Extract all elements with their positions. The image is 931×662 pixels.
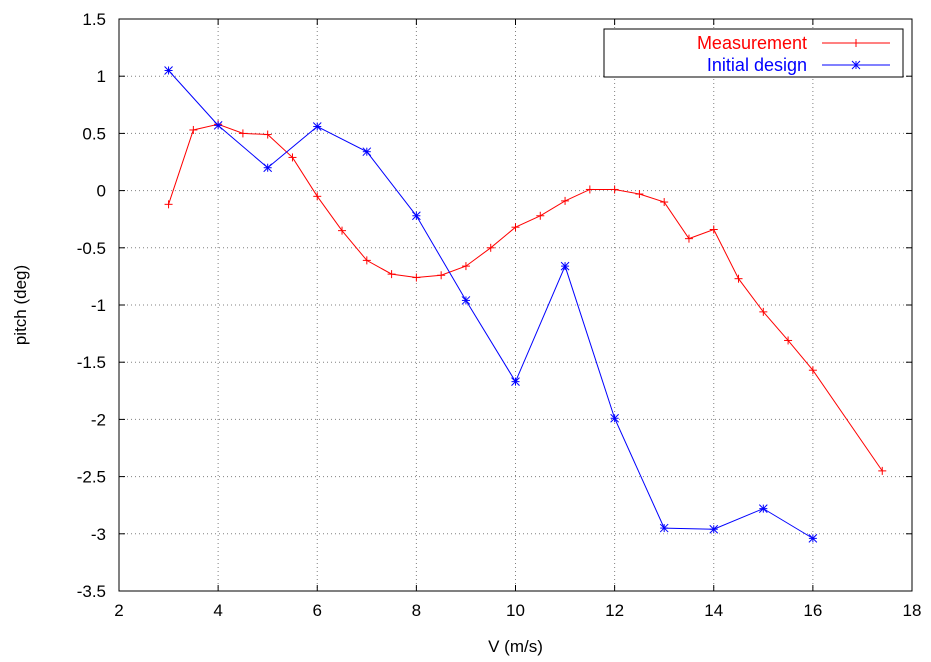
data-point [461,262,470,271]
series-measurement [164,120,887,475]
x-tick-label: 6 [313,601,322,620]
data-point [585,185,594,194]
data-point [610,185,619,194]
data-point [852,39,860,47]
series-line [168,70,814,539]
data-point [784,336,793,345]
legend-label: Initial design [707,55,807,75]
data-point [437,271,446,280]
x-tick-label: 14 [704,601,723,620]
series-group [164,66,887,543]
data-point [635,190,644,199]
data-point [759,307,768,316]
data-point [387,270,396,279]
data-point [511,377,520,387]
y-tick-label: -2 [91,410,106,429]
data-point [709,524,719,534]
y-axis-title: pitch (deg) [11,265,30,345]
data-point [263,163,273,173]
data-point [561,196,570,205]
series-line [168,123,883,472]
y-tick-label: -0.5 [77,239,106,258]
x-tick-label: 10 [506,601,525,620]
axis-ticks: 2 4 6 8 10 12 14 16 18 1.5 1 0.5 0 -0.5 -1 -1.5 -2 -2.5 -3… [77,10,922,620]
data-point [238,129,247,138]
y-tick-label: 0 [97,182,106,201]
y-tick-label: 1.5 [82,10,106,29]
data-point [362,147,372,157]
data-point [288,153,297,162]
series-initial-design [164,66,818,543]
x-axis-title: V (m/s) [488,637,543,656]
data-point [189,125,198,134]
data-point [263,130,272,139]
data-point [536,211,545,220]
data-point [560,261,570,271]
legend-label: Measurement [697,33,807,53]
data-point [486,243,495,252]
data-point [338,226,347,235]
x-tick-label: 8 [412,601,421,620]
data-point [808,366,817,375]
data-point [660,198,669,207]
data-point [709,225,718,234]
data-point [312,122,322,131]
y-tick-label: -2.5 [77,468,106,487]
y-tick-label: 0.5 [82,124,106,143]
y-tick-label: -1.5 [77,353,106,372]
data-point [412,211,421,221]
y-tick-label: -1 [91,296,106,315]
y-tick-label: 1 [97,67,106,86]
y-tick-label: -3 [91,525,106,544]
data-point [659,523,669,533]
grid [119,19,912,591]
x-tick-label: 18 [903,601,922,620]
data-point [313,192,322,201]
x-tick-label: 2 [114,601,123,620]
data-point [164,200,173,209]
x-tick-label: 12 [605,601,624,620]
data-point [412,273,421,282]
data-point [461,296,471,305]
legend-box [603,28,904,78]
data-point [734,274,743,283]
data-point [164,66,173,75]
x-tick-label: 4 [213,601,222,620]
data-point [213,121,223,130]
data-point [511,223,520,232]
x-tick-label: 16 [803,601,822,620]
data-point [851,60,861,70]
data-point [808,534,818,543]
data-point [684,234,693,243]
data-point [758,504,768,513]
data-point [878,466,887,475]
data-point [610,413,619,423]
y-tick-label: -3.5 [77,582,106,601]
data-point [362,256,371,265]
